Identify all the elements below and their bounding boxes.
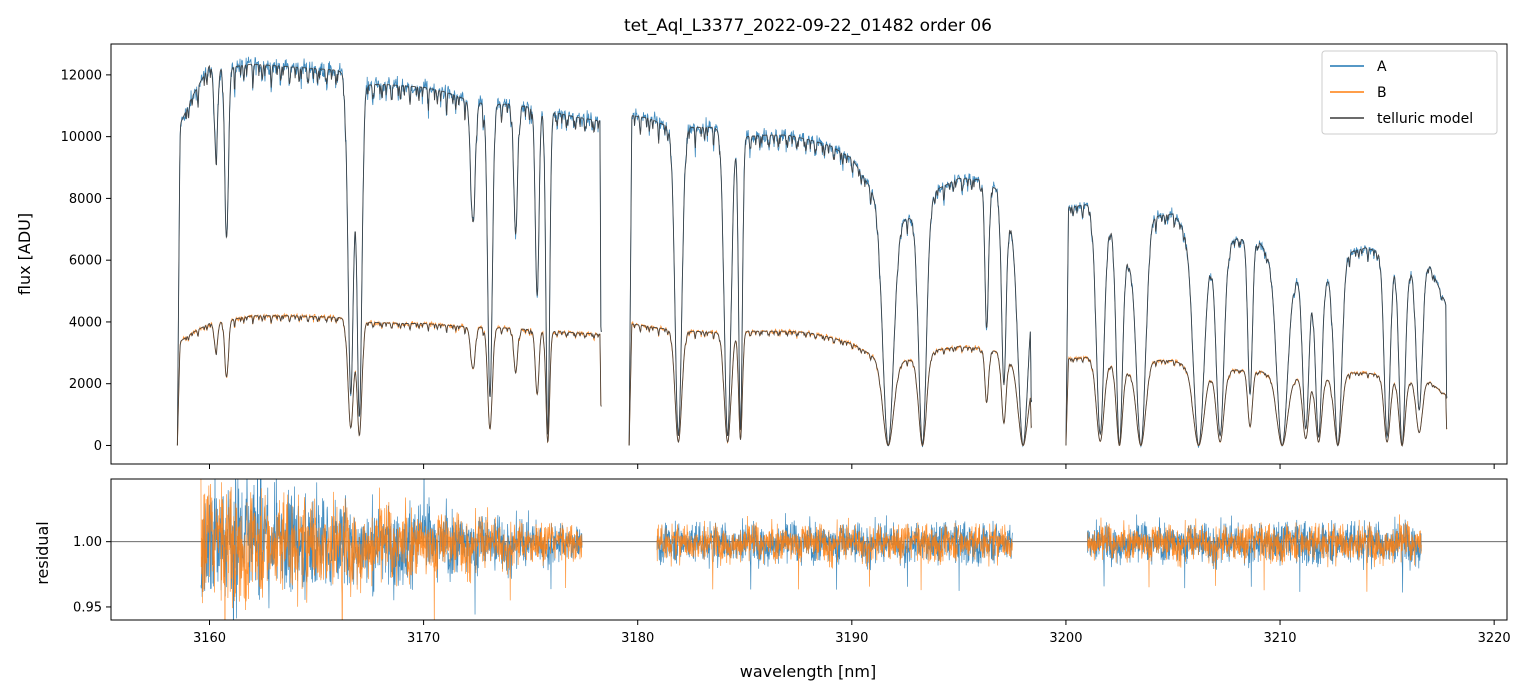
residual-y-tick-label-1: 1.00 — [73, 535, 102, 550]
telluric-model-b-seg-2 — [628, 323, 1033, 447]
flux-line-b-seg-2 — [628, 321, 1032, 447]
flux-line-a-seg-2 — [628, 108, 1033, 448]
flux-y-tick-label-8000: 8000 — [69, 192, 102, 207]
legend-label-a: A — [1377, 59, 1387, 75]
telluric-model-b-seg-3 — [1065, 357, 1448, 447]
x-tick-label-3200: 3200 — [1049, 631, 1082, 646]
residual-line-b-seg-3 — [1087, 514, 1422, 592]
flux-y-tick-label-12000: 12000 — [61, 68, 102, 83]
flux-y-tick-label-10000: 10000 — [61, 130, 102, 145]
x-tick-label-3160: 3160 — [193, 631, 226, 646]
x-tick-label-3180: 3180 — [621, 631, 654, 646]
residual-panel: 0.95 1.00 3160 3170 3180 3190 3200 3210 3220 re… — [33, 478, 1511, 681]
flux-series-group — [176, 56, 1448, 448]
residual-series-group — [111, 479, 1507, 620]
telluric-model-a-seg-2 — [628, 115, 1033, 448]
residual-line-b-seg-2 — [656, 516, 1013, 591]
residual-line-b-seg-1 — [200, 479, 583, 620]
telluric-model-a-seg-3 — [1065, 204, 1448, 448]
flux-y-label: flux [ADU] — [15, 213, 34, 295]
flux-y-axis: 0 2000 4000 6000 8000 10000 12000 — [61, 68, 111, 454]
flux-line-b-seg-1 — [176, 312, 602, 446]
telluric-model-b-seg-1 — [176, 315, 602, 446]
x-tick-label-3190: 3190 — [835, 631, 868, 646]
legend-frame — [1321, 50, 1498, 135]
flux-panel: 0 2000 4000 6000 8000 10000 12000 flux [ADU] A… — [15, 43, 1508, 469]
x-axis-label: wavelength [nm] — [740, 662, 877, 681]
legend: A B telluric model — [1321, 50, 1498, 135]
legend-label-b: B — [1377, 85, 1387, 101]
residual-line-a-seg-2 — [656, 513, 1013, 591]
legend-label-telluric: telluric model — [1377, 111, 1473, 127]
flux-y-tick-label-4000: 4000 — [69, 315, 102, 330]
x-tick-label-3220: 3220 — [1478, 631, 1511, 646]
x-tick-label-3210: 3210 — [1263, 631, 1296, 646]
flux-y-tick-label-2000: 2000 — [69, 377, 102, 392]
telluric-model-a-seg-1 — [176, 63, 602, 446]
flux-axes-frame — [110, 43, 1508, 465]
flux-y-tick-label-6000: 6000 — [69, 254, 102, 269]
residual-y-axis: 0.95 1.00 — [73, 535, 111, 615]
x-tick-label-3170: 3170 — [407, 631, 440, 646]
chart-title: tet_Aql_L3377_2022-09-22_01482 order 06 — [624, 16, 992, 36]
residual-y-label: residual — [33, 521, 52, 584]
flux-x-axis — [208, 464, 1495, 469]
residual-axes-frame — [110, 478, 1508, 621]
residual-x-axis: 3160 3170 3180 3190 3200 3210 3220 — [193, 620, 1511, 646]
flux-y-tick-label-0: 0 — [94, 439, 102, 454]
residual-y-tick-label-0: 0.95 — [73, 600, 102, 615]
